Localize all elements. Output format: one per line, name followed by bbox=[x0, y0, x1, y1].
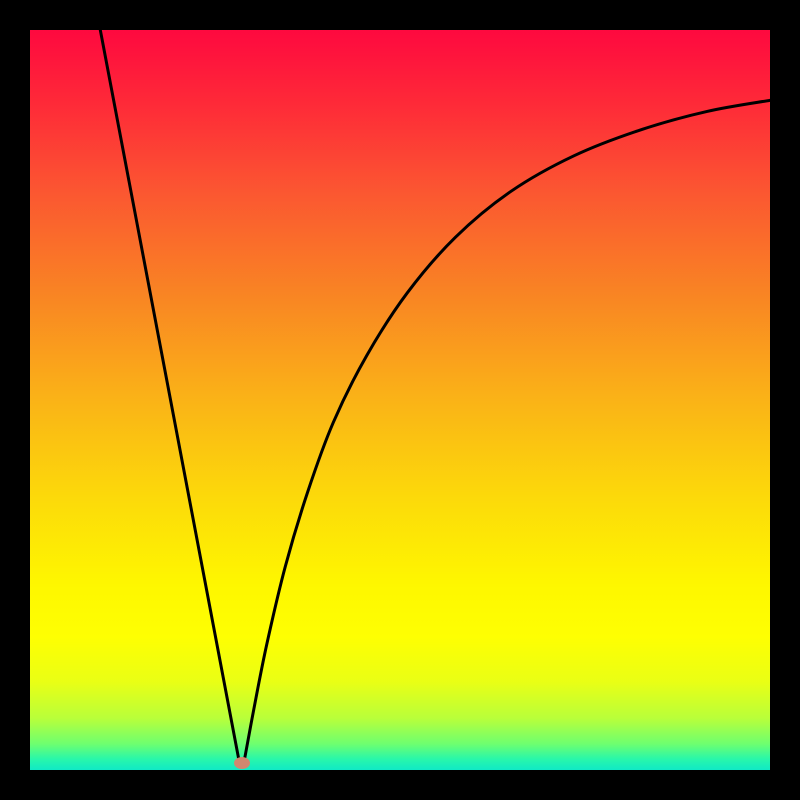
curve-right-branch bbox=[245, 100, 770, 759]
watermark-text: TheBottleneck.com bbox=[562, 2, 768, 28]
plot-area bbox=[30, 30, 770, 770]
curve-left-branch bbox=[100, 30, 238, 759]
chart-frame: TheBottleneck.com bbox=[0, 0, 800, 800]
bottleneck-curve bbox=[30, 30, 770, 770]
minimum-marker bbox=[234, 757, 250, 769]
